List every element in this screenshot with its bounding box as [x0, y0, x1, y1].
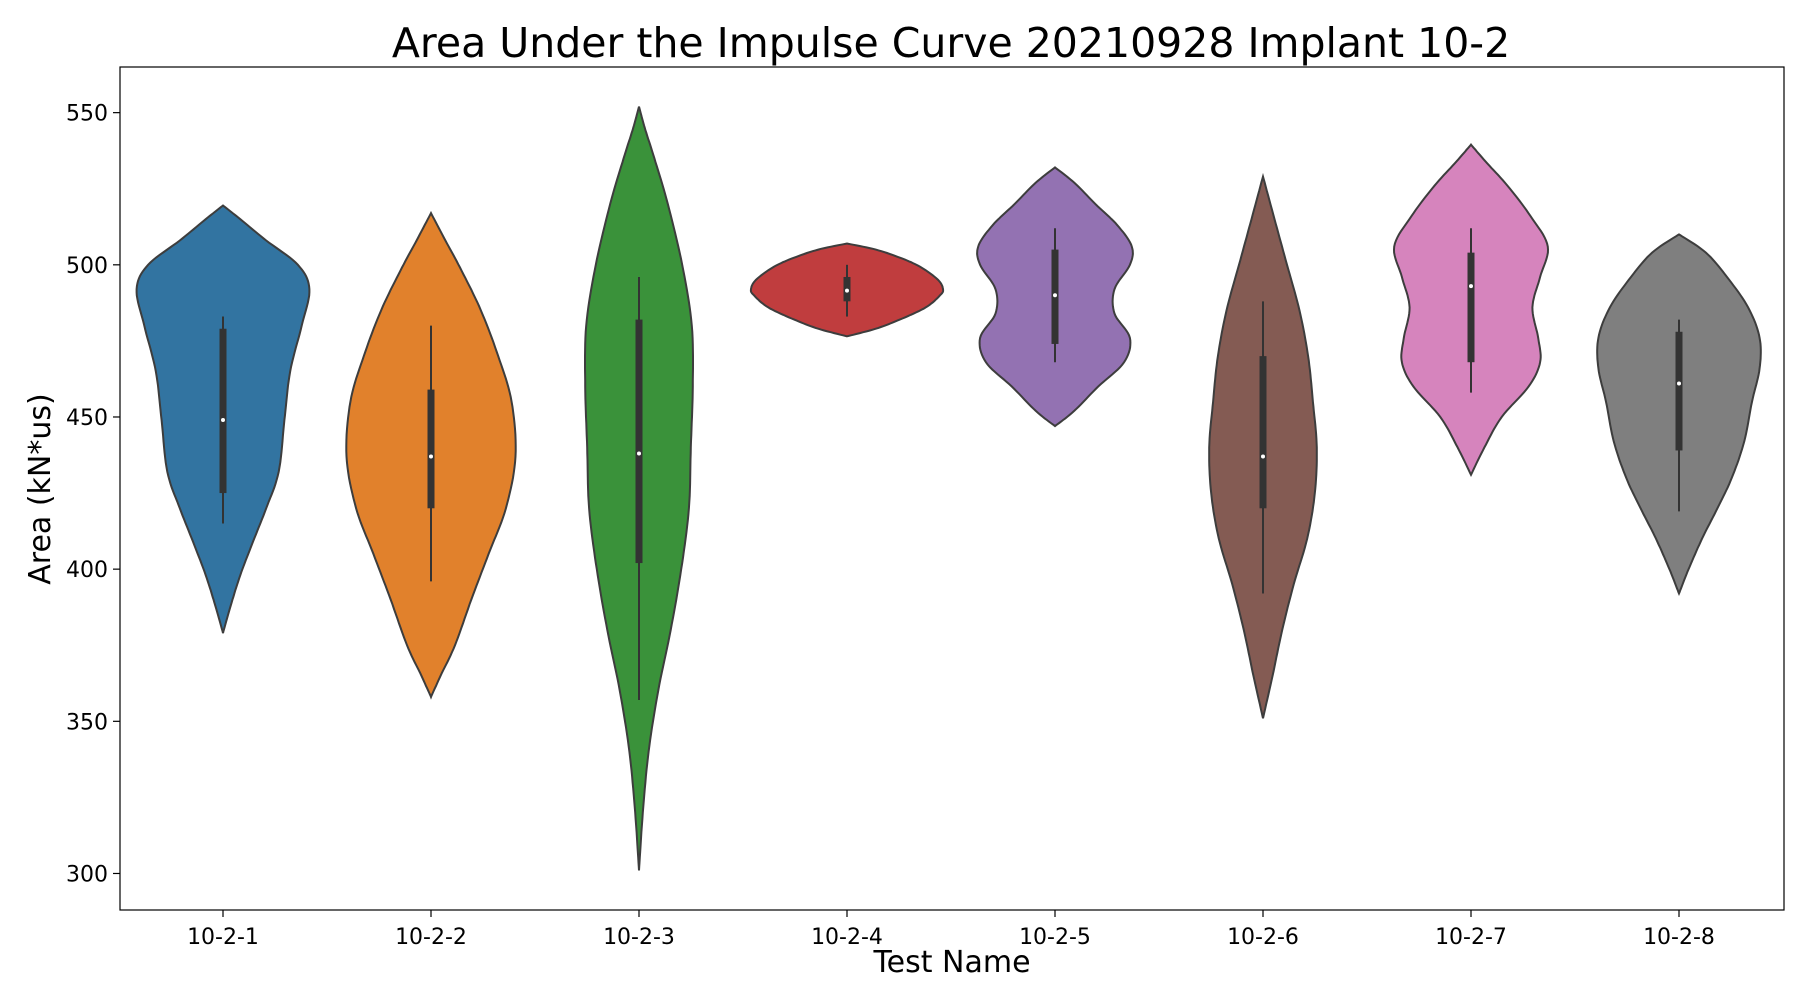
- violin-iqr-box: [427, 389, 435, 509]
- x-tick-label: 10-2-8: [1643, 925, 1715, 950]
- violin-median-marker: [1677, 381, 1681, 386]
- y-tick-label: 300: [66, 862, 108, 887]
- violin-10-2-1: [135, 204, 311, 634]
- violin-10-2-7: [1392, 142, 1550, 478]
- y-tick-label: 550: [66, 102, 108, 127]
- x-tick-label: 10-2-1: [187, 925, 259, 950]
- x-tick-label: 10-2-7: [1435, 925, 1507, 950]
- chart-title: Area Under the Impulse Curve 20210928 Im…: [392, 19, 1510, 67]
- plot-area: [119, 66, 1785, 911]
- x-axis: 10-2-1 10-2-2 10-2-3 10-2-4 10-2-5 10-2-6 10-2…: [187, 910, 1715, 950]
- violin-median-marker: [1261, 454, 1265, 459]
- violin-iqr-box: [1675, 331, 1683, 451]
- violin-median-marker: [221, 418, 225, 423]
- violin-median-marker: [429, 454, 433, 459]
- violin-10-2-5: [976, 166, 1134, 428]
- x-tick-label: 10-2-3: [603, 925, 675, 950]
- violin-10-2-8: [1596, 233, 1762, 597]
- violin-median-marker: [845, 288, 849, 293]
- violin-iqr-box: [635, 319, 643, 564]
- y-tick-label: 400: [66, 558, 108, 583]
- violin-median-marker: [637, 451, 641, 456]
- violin-10-2-2: [345, 210, 517, 700]
- violins: [135, 106, 1762, 871]
- violin-10-2-3: [584, 106, 694, 871]
- x-tick-label: 10-2-4: [811, 925, 883, 950]
- x-tick-label: 10-2-6: [1227, 925, 1299, 950]
- violin-10-2-6: [1208, 172, 1318, 719]
- x-tick-label: 10-2-2: [395, 925, 467, 950]
- violin-iqr-box: [219, 328, 227, 494]
- y-tick-label: 450: [66, 406, 108, 431]
- y-tick-label: 350: [66, 710, 108, 735]
- y-axis: 300 350 400 450 500 550: [66, 102, 120, 887]
- violin-iqr-box: [1467, 252, 1475, 363]
- violin-iqr-box: [1259, 356, 1267, 509]
- x-axis-label: Test Name: [872, 945, 1030, 980]
- violin-median-marker: [1469, 284, 1473, 289]
- violin-10-2-4: [749, 242, 945, 338]
- x-tick-label: 10-2-5: [1019, 925, 1091, 950]
- violin-median-marker: [1053, 293, 1057, 298]
- y-axis-label: Area (kN*us): [23, 393, 58, 584]
- y-tick-label: 500: [66, 254, 108, 279]
